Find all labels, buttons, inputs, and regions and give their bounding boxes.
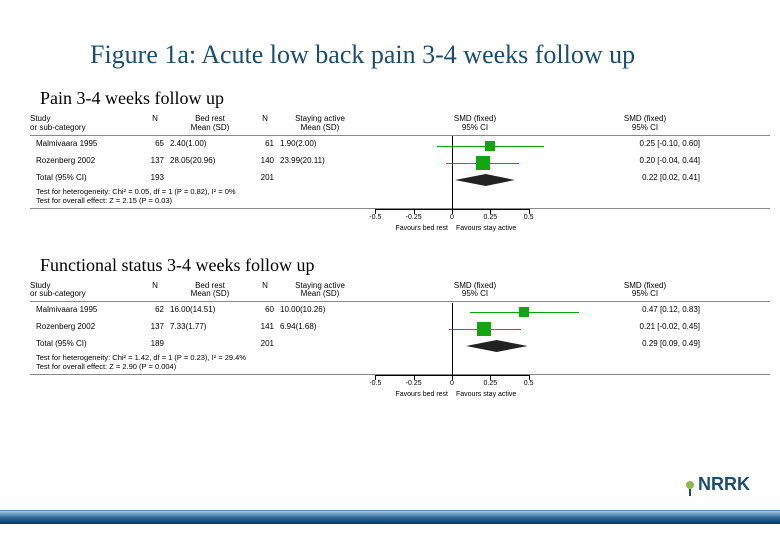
section-title-pain: Pain 3-4 weeks follow up	[0, 88, 780, 109]
study-label: Malmivaara 1995	[30, 139, 140, 153]
forest-diamond	[360, 339, 590, 353]
col-stayactive: Staying active Mean (SD)	[280, 282, 360, 300]
favours-right: Favours stay active	[456, 225, 516, 232]
forest-plot-pain: Study or sub-category N Bed rest Mean (S…	[30, 115, 770, 237]
n-bedrest: 62	[140, 305, 170, 319]
col-smd-ci: SMD (fixed) 95% CI	[590, 115, 700, 133]
forest-marker	[360, 156, 590, 170]
mean-bedrest: 28.05(20.96)	[170, 156, 250, 170]
mean-bedrest: 7.33(1.77)	[170, 322, 250, 336]
col-n1: N	[140, 115, 170, 133]
axis-row-pain: -0.5 -0.25 0 0.25 0.5 Favours bed rest Favours…	[30, 208, 770, 237]
total-n1: 193	[140, 173, 170, 187]
col-smd-ci: SMD (fixed) 95% CI	[590, 282, 700, 300]
n-stayactive: 141	[250, 322, 280, 336]
footer-gradient-bar	[0, 498, 780, 530]
mean-bedrest: 16.00(14.51)	[170, 305, 250, 319]
ci-text: 0.21 [-0.02, 0.45]	[590, 322, 700, 336]
favours-left: Favours bed rest	[395, 391, 448, 398]
study-label: Rozenberg 2002	[30, 322, 140, 336]
forest-marker	[360, 322, 590, 336]
study-label: Rozenberg 2002	[30, 156, 140, 170]
mean-stayactive: 23.99(20.11)	[280, 156, 360, 170]
forest-marker	[360, 139, 590, 153]
total-row: Total (95% CI)193 201 0.22 [0.02, 0.41]	[30, 170, 770, 187]
total-ci: 0.29 [0.09, 0.49]	[590, 339, 700, 353]
heterogeneity-text: Test for overall effect: Z = 2.15 (P = 0…	[30, 196, 770, 205]
total-row: Total (95% CI)189 201 0.29 [0.09, 0.49]	[30, 336, 770, 353]
favours-left: Favours bed rest	[395, 225, 448, 232]
heterogeneity-text: Test for overall effect: Z = 2.90 (P = 0…	[30, 362, 770, 371]
n-stayactive: 61	[250, 139, 280, 153]
logo-text: NRRK	[698, 474, 750, 495]
axis-tick-label: 0.25	[484, 380, 498, 387]
forest-plot-func: Study or sub-category N Bed rest Mean (S…	[30, 282, 770, 404]
logo-icon	[686, 481, 694, 489]
ci-text: 0.20 [-0.04, 0.44]	[590, 156, 700, 170]
col-smd-plot: SMD (fixed) 95% CI	[360, 282, 590, 300]
axis-tick-label: 0	[450, 380, 454, 387]
table-row: Rozenberg 20021377.33(1.77)1416.94(1.68)…	[30, 319, 770, 336]
figure-title: Figure 1a: Acute low back pain 3-4 weeks…	[0, 0, 780, 70]
col-n2: N	[250, 115, 280, 133]
axis-row-func: -0.5 -0.25 0 0.25 0.5 Favours bed rest Favours…	[30, 374, 770, 403]
col-smd-plot: SMD (fixed) 95% CI	[360, 115, 590, 133]
col-bedrest: Bed rest Mean (SD)	[170, 115, 250, 133]
study-label: Malmivaara 1995	[30, 305, 140, 319]
mean-stayactive: 6.94(1.68)	[280, 322, 360, 336]
col-study: Study or sub-category	[30, 282, 140, 300]
total-label: Total (95% CI)	[30, 173, 140, 187]
n-stayactive: 60	[250, 305, 280, 319]
col-n2: N	[250, 282, 280, 300]
col-n1: N	[140, 282, 170, 300]
n-bedrest: 137	[140, 156, 170, 170]
forest-diamond	[360, 173, 590, 187]
table-row: Rozenberg 200213728.05(20.96)14023.99(20…	[30, 153, 770, 170]
total-ci: 0.22 [0.02, 0.41]	[590, 173, 700, 187]
col-study: Study or sub-category	[30, 115, 140, 133]
ci-text: 0.25 [-0.10, 0.60]	[590, 139, 700, 153]
table-row: Malmivaara 1995652.40(1.00)611.90(2.00) 0…	[30, 136, 770, 153]
section-title-func: Functional status 3-4 weeks follow up	[0, 255, 780, 276]
table-row: Malmivaara 19956216.00(14.51)6010.00(10.…	[30, 302, 770, 319]
n-bedrest: 137	[140, 322, 170, 336]
axis-tick-label: -0.5	[369, 214, 381, 221]
mean-stayactive: 1.90(2.00)	[280, 139, 360, 153]
axis-tick-label: 0	[450, 214, 454, 221]
forest-marker	[360, 305, 590, 319]
axis-tick-label: -0.5	[369, 380, 381, 387]
col-stayactive: Staying active Mean (SD)	[280, 115, 360, 133]
mean-bedrest: 2.40(1.00)	[170, 139, 250, 153]
col-bedrest: Bed rest Mean (SD)	[170, 282, 250, 300]
total-label: Total (95% CI)	[30, 339, 140, 353]
axis-tick-label: 0.5	[524, 214, 534, 221]
favours-right: Favours stay active	[456, 391, 516, 398]
ci-text: 0.47 [0.12, 0.83]	[590, 305, 700, 319]
axis-tick-label: -0.25	[406, 214, 422, 221]
total-n2: 201	[250, 173, 280, 187]
nrrk-logo: NRRK	[686, 474, 750, 495]
axis-tick-label: 0.25	[484, 214, 498, 221]
mean-stayactive: 10.00(10.26)	[280, 305, 360, 319]
n-stayactive: 140	[250, 156, 280, 170]
total-n2: 201	[250, 339, 280, 353]
axis-tick-label: 0.5	[524, 380, 534, 387]
n-bedrest: 65	[140, 139, 170, 153]
axis-tick-label: -0.25	[406, 380, 422, 387]
total-n1: 189	[140, 339, 170, 353]
heterogeneity-text: Test for heterogeneity: Chi² = 1.42, df …	[30, 353, 770, 362]
heterogeneity-text: Test for heterogeneity: Chi² = 0.05, df …	[30, 187, 770, 196]
